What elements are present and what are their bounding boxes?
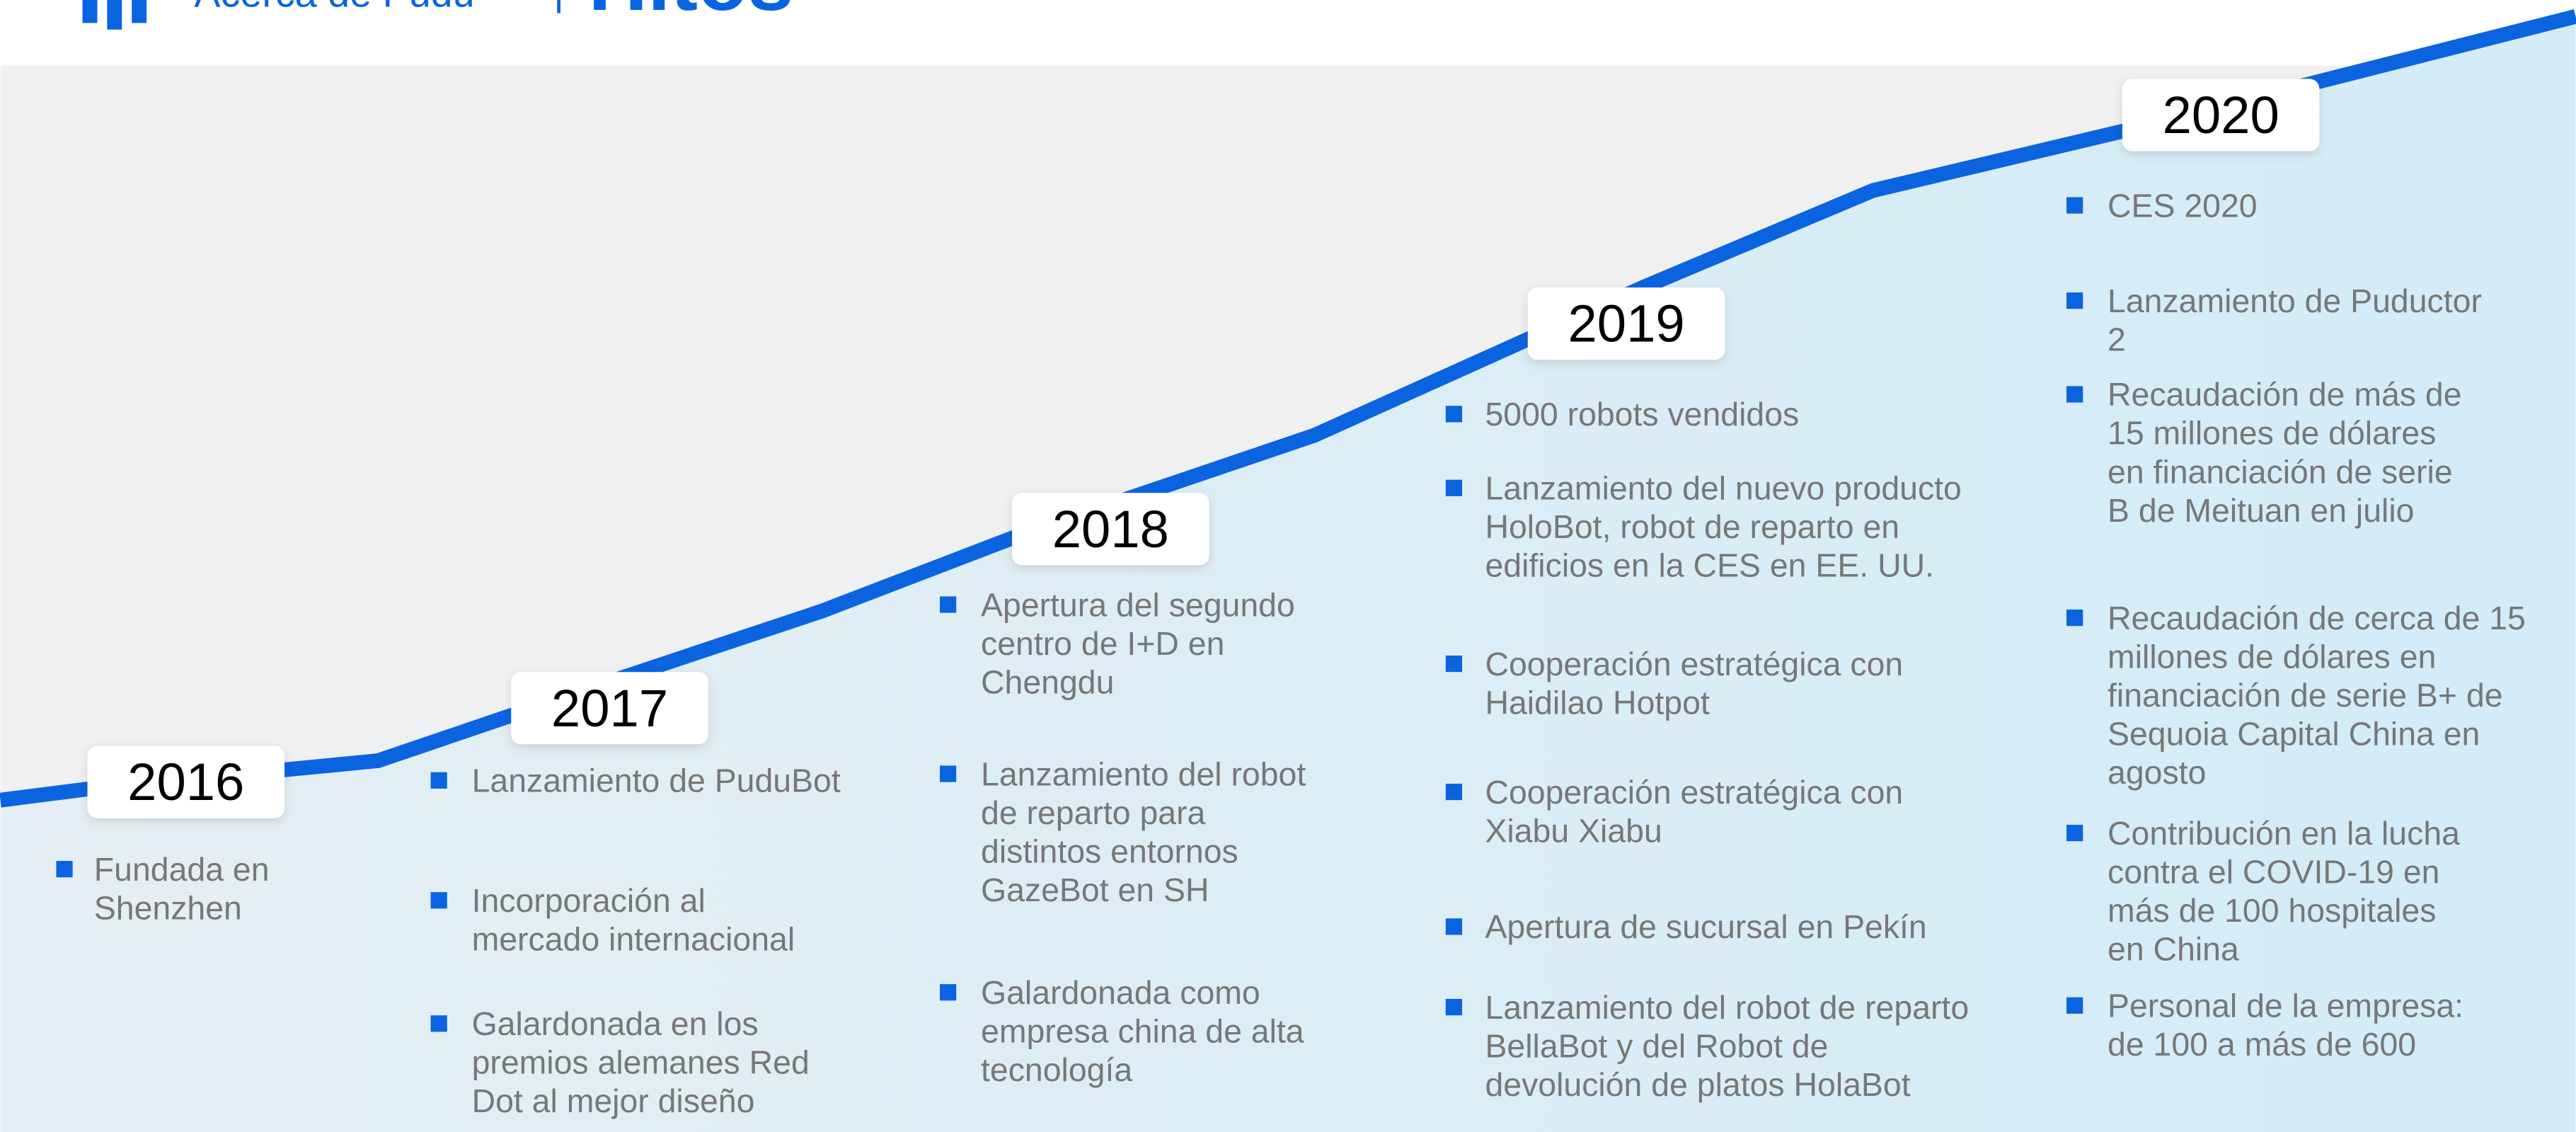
milestone-text: CES 2020 (2108, 187, 2258, 224)
milestone-text: Chengdu (981, 663, 1114, 700)
milestone-text: Dot al mejor diseño (472, 1082, 755, 1119)
year-label: 2019 (1568, 295, 1684, 353)
year-label: 2017 (551, 679, 668, 738)
milestone-text: GazeBot en SH (981, 871, 1209, 908)
milestone-text: 2 (2108, 321, 2126, 358)
milestone-text: financiación de serie B+ de (2108, 677, 2503, 714)
year-box (511, 672, 708, 745)
section-label: Acerca de Pudu (194, 0, 474, 15)
bullet (2066, 292, 2083, 309)
milestone-text: Incorporación al (472, 882, 706, 919)
bullet (1445, 918, 1462, 935)
milestone-text: Apertura de sucursal en Pekín (1485, 908, 1926, 945)
milestone-text: Lanzamiento del nuevo producto (1485, 470, 1961, 507)
milestone-text: distintos entornos (981, 833, 1238, 869)
bullet (1445, 479, 1462, 496)
bullet (430, 892, 447, 909)
bullet (2066, 386, 2083, 403)
milestone-text: edificios en la CES en EE. UU. (1485, 547, 1934, 584)
milestone-text: Cooperación estratégica con (1485, 774, 1903, 811)
year-label: 2018 (1052, 500, 1169, 559)
milestone-text: Lanzamiento del robot de reparto (1485, 989, 1969, 1026)
milestone-text: BellaBot y del Robot de (1485, 1027, 1828, 1064)
milestone-text: más de 100 hospitales (2108, 892, 2436, 929)
page-title: Hitos (588, 0, 793, 28)
milestone-text: de reparto para (981, 794, 1206, 831)
bullet (940, 984, 957, 1001)
bullet (940, 596, 957, 613)
milestone-text: Lanzamiento del robot (981, 755, 1306, 792)
year-box (1012, 493, 1209, 566)
milestone-text: millones de dólares en (2108, 638, 2436, 675)
logo (82, 0, 147, 30)
milestone-text: Recaudación de cerca de 15 (2108, 600, 2526, 636)
milestone-text: Lanzamiento de Puductor (2108, 282, 2482, 319)
milestone-text: Lanzamiento de PuduBot (472, 762, 841, 799)
bullet (2066, 197, 2083, 214)
milestone-text: de 100 a más de 600 (2108, 1026, 2416, 1063)
milestone-text: Contribución en la lucha (2108, 815, 2460, 852)
year-box (2122, 79, 2320, 151)
milestone-text: Recaudación de más de (2108, 376, 2461, 413)
milestone-text: Xiabu Xiabu (1485, 812, 1662, 849)
bullet (1445, 999, 1462, 1016)
bullet (430, 772, 447, 789)
milestone-text: Apertura del segundo (981, 586, 1295, 623)
milestone-text: en China (2108, 930, 2239, 967)
milestone-text: Galardonada en los (472, 1005, 759, 1042)
milestone-text: Haidilao Hotpot (1485, 684, 1709, 721)
milestone-text: Cooperación estratégica con (1485, 646, 1903, 682)
milestone-text: 15 millones de dólares (2108, 415, 2436, 452)
milestone-text: Personal de la empresa: (2108, 988, 2463, 1024)
milestone-text: contra el COVID-19 en (2108, 853, 2439, 890)
bullet (1445, 406, 1462, 423)
bullet (430, 1015, 447, 1032)
bullet (2066, 997, 2083, 1014)
milestone-text: Galardonada como (981, 974, 1260, 1011)
milestone-text: mercado internacional (472, 921, 795, 958)
milestone-text: B de Meituan en julio (2108, 492, 2414, 529)
year-label: 2020 (2163, 86, 2279, 144)
bullet (2066, 825, 2083, 842)
bullet (2066, 610, 2083, 627)
bullet (940, 765, 957, 782)
timeline-area (0, 16, 2576, 1132)
milestone-text: 5000 robots vendidos (1485, 396, 1799, 433)
bullet (1445, 784, 1462, 801)
milestone-text: devolución de platos HolaBot (1485, 1066, 1910, 1103)
milestone-text: en financiación de serie (2108, 453, 2453, 490)
milestone-text: agosto (2108, 754, 2206, 791)
milestone-text: centro de I+D en (981, 625, 1224, 662)
year-box (87, 745, 285, 818)
milestone-text: Shenzhen (94, 889, 242, 926)
year-box (1527, 287, 1725, 360)
bullet (1445, 655, 1462, 673)
milestone-text: empresa china de alta (981, 1013, 1304, 1050)
bullet (56, 861, 73, 878)
milestone-text: Sequoia Capital China en (2108, 715, 2480, 752)
milestone-text: premios alemanes Red (472, 1044, 810, 1081)
milestone-text: tecnología (981, 1051, 1132, 1088)
year-label: 2016 (127, 753, 244, 811)
milestone-text: Fundada en (94, 851, 270, 888)
milestone-text: HoloBot, robot de reparto en (1485, 508, 1899, 545)
